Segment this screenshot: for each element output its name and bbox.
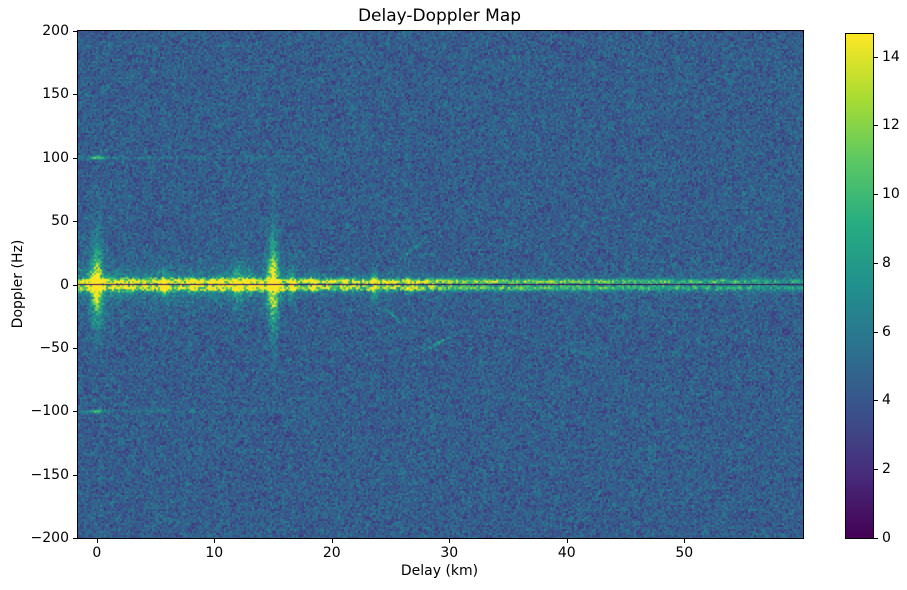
y-tick-mark [73,474,77,476]
colorbar-tick-mark [874,125,878,127]
colorbar-tick-mark [874,56,878,58]
y-tick-mark [73,347,77,349]
y-tick-label: −200 [30,530,69,546]
colorbar-tick-label: 10 [882,186,900,203]
y-axis-label: Doppler (Hz) [10,239,26,329]
colorbar-tick-mark [874,194,878,196]
colorbar [845,33,874,539]
x-tick-label: 30 [440,545,459,561]
y-tick-mark [73,284,77,286]
x-tick-mark [214,539,216,543]
chart-title: Delay-Doppler Map [357,6,522,26]
colorbar-tick-mark [874,400,878,402]
colorbar-tick-mark [874,538,878,539]
colorbar-tick-mark [874,262,878,264]
delay-doppler-heatmap [78,31,803,538]
x-tick-label: 20 [322,545,341,561]
colorbar-tick-label: 2 [882,461,891,478]
x-tick-label: 50 [675,545,694,561]
colorbar-tick-label: 4 [882,392,891,409]
colorbar-tick-label: 6 [882,323,891,340]
x-tick-label: 10 [205,545,224,561]
x-tick-label: 40 [557,545,576,561]
y-tick-label: 150 [42,86,69,103]
y-tick-mark [73,411,77,413]
heatmap-plot-area [77,30,804,539]
y-tick-mark [73,31,77,32]
colorbar-tick-mark [874,469,878,471]
colorbar-gradient [846,34,873,538]
y-tick-mark [73,538,77,539]
colorbar-tick-label: 8 [882,254,891,271]
y-tick-label: 200 [42,23,69,39]
colorbar-tick-mark [874,331,878,333]
colorbar-tick-label: 14 [882,48,900,65]
y-tick-label: 100 [42,149,69,166]
x-tick-mark [684,539,686,543]
y-tick-label: −150 [30,466,69,483]
y-tick-mark [73,157,77,159]
colorbar-tick-label: 12 [882,117,900,134]
x-tick-mark [449,539,451,543]
y-tick-label: 50 [51,213,69,230]
x-tick-mark [96,539,98,543]
x-tick-mark [566,539,568,543]
y-tick-mark [73,94,77,96]
y-tick-label: −50 [39,339,69,356]
x-tick-label: 0 [92,545,102,561]
x-axis-label: Delay (km) [400,563,479,579]
y-tick-mark [73,221,77,223]
y-tick-label: 0 [60,276,69,293]
colorbar-tick-label: 0 [882,530,891,546]
x-tick-mark [331,539,333,543]
y-tick-label: −100 [30,403,69,420]
